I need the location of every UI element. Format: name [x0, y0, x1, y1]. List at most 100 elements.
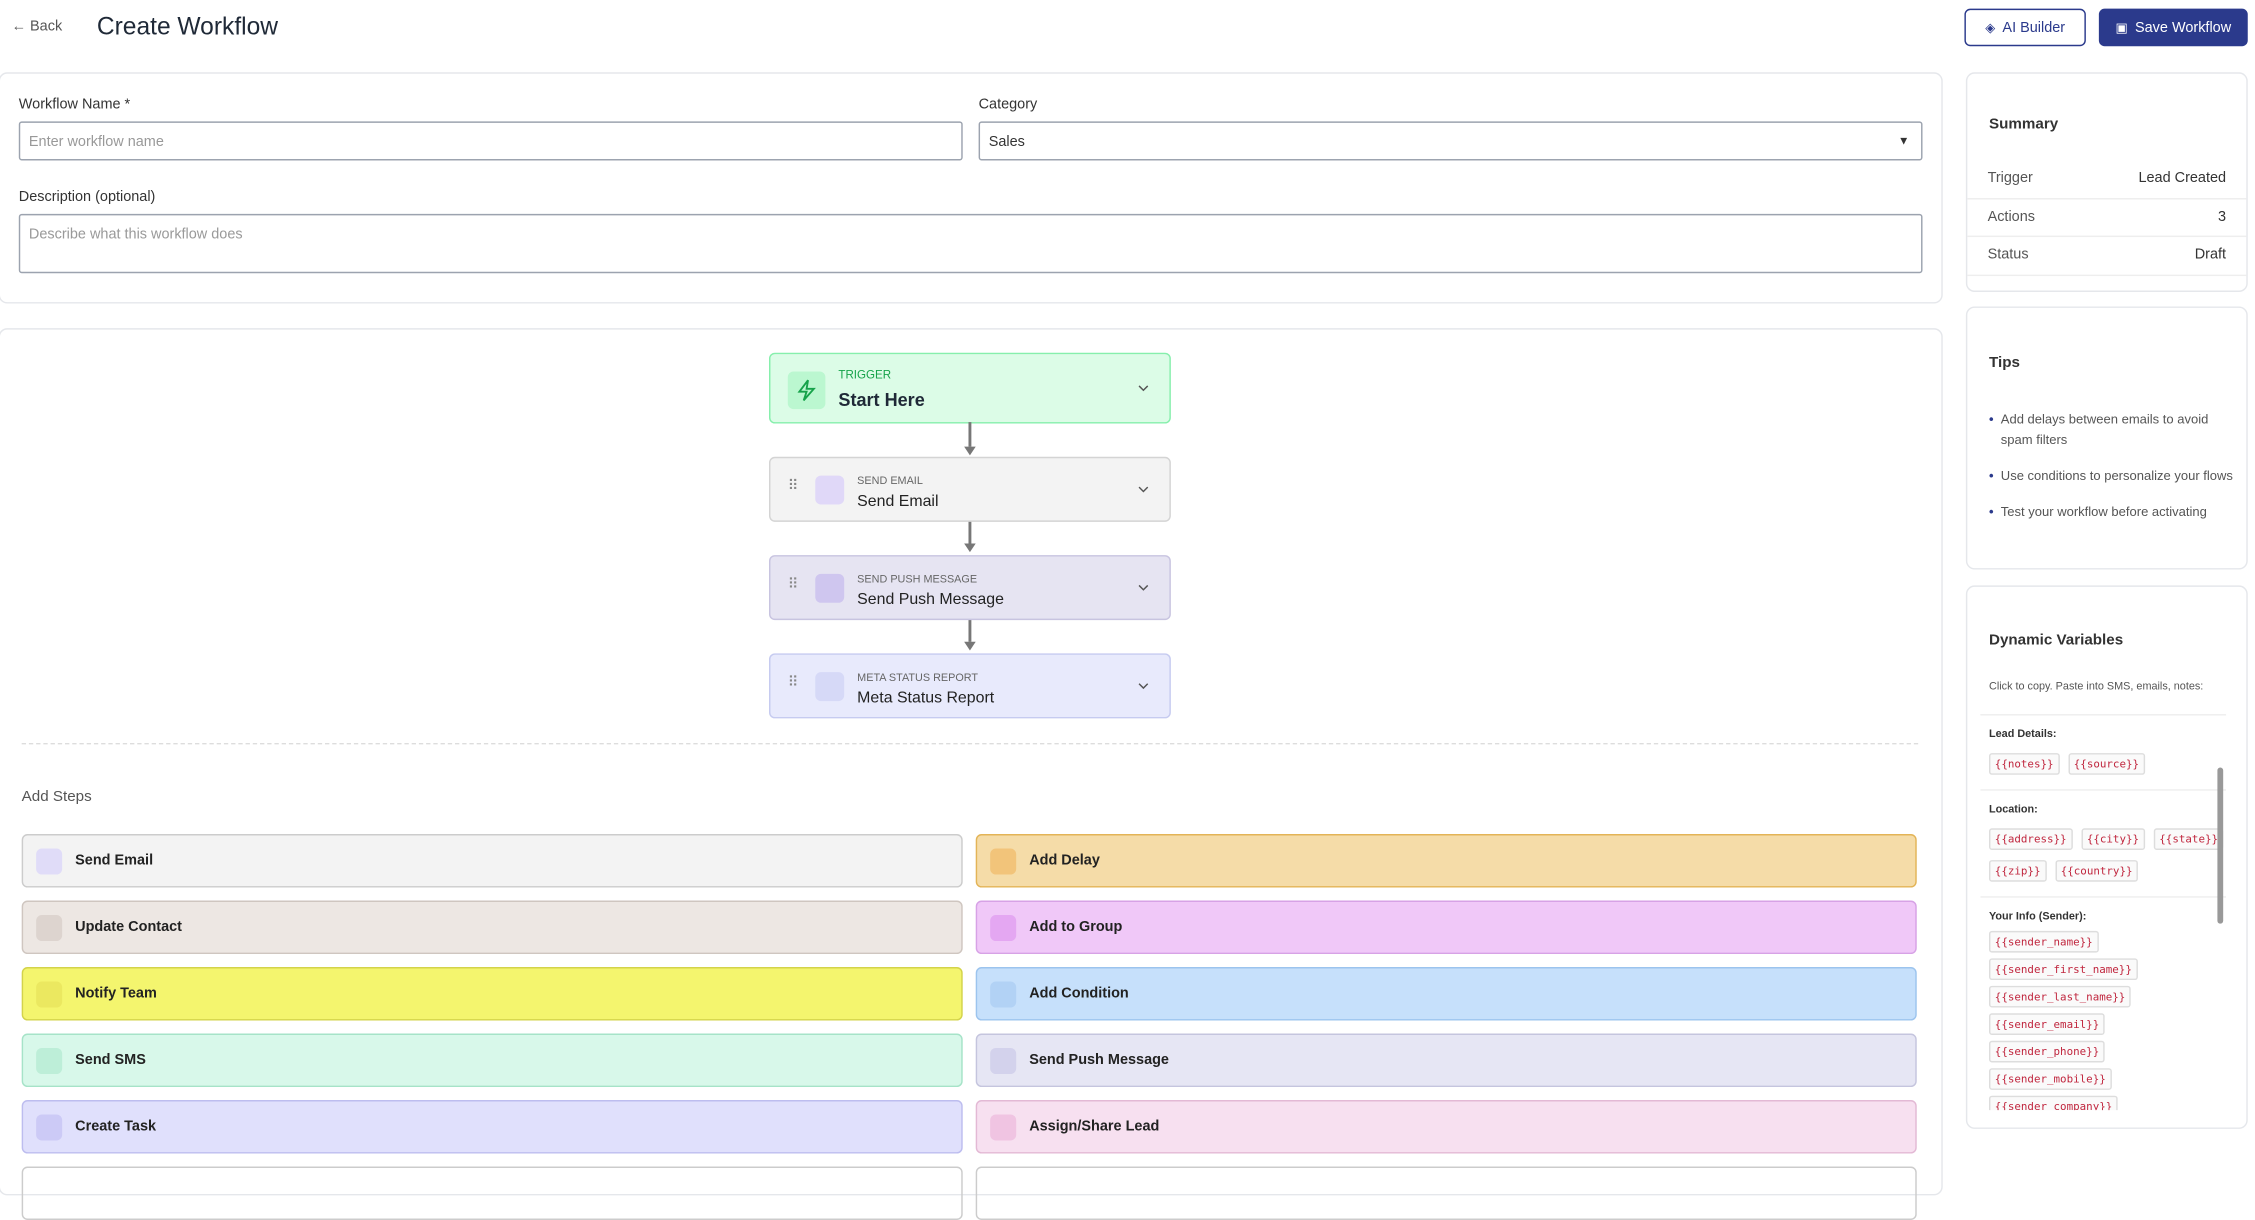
- step-icon: [990, 1113, 1017, 1140]
- step-icon: [815, 475, 845, 505]
- tip-text: Add delays between emails to avoid spam …: [2000, 411, 2209, 447]
- step-icon: [990, 914, 1017, 941]
- step-kicker: SEND PUSH MESSAGE: [857, 572, 978, 586]
- step-icon: [36, 1047, 63, 1074]
- step-node[interactable]: ⠿ SEND EMAIL Send Email: [769, 456, 1171, 522]
- field-label: Description (optional): [18, 189, 156, 206]
- step-icon: [990, 1047, 1017, 1074]
- drag-handle: ⠿: [787, 478, 799, 495]
- add-step-button[interactable]: Send Email: [21, 834, 963, 888]
- connector: [968, 422, 971, 447]
- variable-chip[interactable]: {{sender_company}}: [1989, 1095, 2119, 1111]
- add-step-button[interactable]: [21, 1166, 963, 1220]
- summary-key: Trigger: [1987, 170, 2033, 187]
- chip-list: {{address}} {{city}} {{state}} {{zip}} {{cou…: [1980, 824, 2226, 888]
- add-step-label: Send Email: [75, 852, 154, 869]
- step-kicker: META STATUS REPORT: [857, 670, 979, 684]
- trigger-title: Start Here: [838, 390, 925, 411]
- summary-card: Summary Trigger Lead Created Actions 3 Statu…: [1965, 72, 2248, 292]
- add-step-label: Add Condition: [1029, 985, 1129, 1002]
- step-icon: [36, 847, 63, 874]
- connector: [968, 520, 971, 544]
- step-title: Meta Status Report: [857, 689, 995, 707]
- summary-value: 3: [2218, 209, 2227, 226]
- step-title: Send Email: [857, 492, 939, 511]
- group-label: Location:: [1989, 802, 2038, 816]
- summary-row: Trigger Lead Created: [1967, 160, 2247, 199]
- summary-key: Actions: [1987, 209, 2035, 226]
- chip-list: {{sender_name}} {{sender_first_name}} {{se…: [1980, 930, 2226, 1111]
- add-step-label: Add to Group: [1029, 919, 1123, 936]
- drag-handle: ⠿: [787, 576, 799, 593]
- variable-chip[interactable]: {{sender_mobile}}: [1989, 1068, 2112, 1090]
- step-icon: [990, 980, 1017, 1007]
- scrollbar-thumb[interactable]: [2217, 767, 2224, 924]
- variable-chip[interactable]: {{sender_email}}: [1989, 1013, 2106, 1035]
- variable-chip[interactable]: {{source}}: [2067, 753, 2145, 775]
- add-step-button[interactable]: Send SMS: [21, 1033, 963, 1088]
- trigger-node[interactable]: TRIGGER Start Here: [769, 352, 1171, 424]
- add-step-button[interactable]: Add Condition: [975, 967, 1917, 1021]
- form-card: Workflow Name * Enter workflow name Cate…: [0, 72, 1943, 304]
- group-label: Your Info (Sender):: [1989, 909, 2087, 923]
- variable-chip[interactable]: {{country}}: [2054, 860, 2139, 882]
- save-button[interactable]: ▣ Save Workflow: [2098, 8, 2248, 47]
- tip-text: Test your workflow before activating: [2000, 504, 2207, 519]
- add-step-label: Create Task: [75, 1118, 157, 1135]
- add-step-button[interactable]: Send Push Message: [975, 1033, 1917, 1088]
- connector-arrow: [964, 446, 976, 456]
- summary-value: Lead Created: [2138, 170, 2227, 187]
- add-step-label: Notify Team: [75, 985, 157, 1002]
- tip: • Add delays between emails to avoid spam…: [1989, 409, 2235, 449]
- step-node[interactable]: ⠿ SEND PUSH MESSAGE Send Push Message: [769, 555, 1171, 621]
- add-step-button[interactable]: Add to Group: [975, 900, 1917, 955]
- bullet: •: [1989, 504, 1994, 519]
- add-step-button[interactable]: Add Delay: [975, 834, 1917, 888]
- step-node[interactable]: ⠿ META STATUS REPORT Meta Status Report: [769, 653, 1171, 719]
- ai-builder-button[interactable]: ◈ AI Builder: [1964, 8, 2086, 47]
- chevron: [1138, 486, 1149, 493]
- hint: Click to copy. Paste into SMS, emails, n…: [1989, 679, 2204, 693]
- back-label: Back: [30, 18, 63, 35]
- variable-chip[interactable]: {{city}}: [2081, 828, 2145, 850]
- add-step-button[interactable]: Notify Team: [21, 967, 963, 1021]
- variable-chip[interactable]: {{notes}}: [1989, 753, 2060, 775]
- step-icon: [36, 914, 63, 941]
- field-label: Workflow Name *: [18, 96, 131, 113]
- placeholder: Enter workflow name: [28, 134, 164, 151]
- step-title: Send Push Message: [857, 591, 1004, 609]
- variable-chip[interactable]: {{sender_last_name}}: [1989, 985, 2132, 1008]
- add-step-button[interactable]: [975, 1166, 1917, 1220]
- add-step-button[interactable]: Create Task: [21, 1100, 963, 1154]
- connector-arrow: [964, 543, 976, 553]
- add-step-label: Send SMS: [75, 1052, 146, 1069]
- variable-chip[interactable]: {{sender_phone}}: [1989, 1040, 2106, 1063]
- trigger-kicker: TRIGGER: [838, 368, 892, 382]
- chevron: [1138, 584, 1149, 591]
- name-input[interactable]: Enter workflow name: [18, 121, 963, 161]
- variable-chip[interactable]: {{state}}: [2153, 828, 2224, 850]
- variable-chip[interactable]: {{address}}: [1989, 828, 2073, 850]
- category-select[interactable]: Sales ▼: [978, 121, 1923, 161]
- tip: • Use conditions to personalize your flow…: [1989, 465, 2235, 485]
- step-icon: [815, 573, 845, 603]
- bullet: •: [1989, 468, 1994, 483]
- variable-group: Your Info (Sender): {{sender_name}} {{send…: [1980, 898, 2226, 1111]
- chevron: [1138, 683, 1149, 690]
- field-label: Category: [978, 96, 1038, 113]
- variable-chip[interactable]: {{sender_name}}: [1989, 930, 2099, 953]
- add-step-button[interactable]: Assign/Share Lead: [975, 1100, 1917, 1154]
- tip: • Test your workflow before activating: [1989, 502, 2235, 522]
- description-textarea[interactable]: Describe what this workflow does: [18, 213, 1923, 274]
- step-kicker: SEND EMAIL: [857, 474, 923, 488]
- variable-chip[interactable]: {{sender_first_name}}: [1989, 958, 2138, 981]
- variable-chip[interactable]: {{zip}}: [1989, 860, 2047, 882]
- step-icon: [990, 847, 1017, 874]
- summary-row: Status Draft: [1967, 237, 2247, 276]
- card-title: Dynamic Variables: [1989, 631, 2124, 650]
- divider: [21, 742, 1919, 745]
- summary-value: Draft: [2194, 247, 2227, 264]
- back-button[interactable]: ← Back: [11, 18, 63, 35]
- add-step-button[interactable]: Update Contact: [21, 900, 963, 955]
- drag-handle: ⠿: [787, 675, 799, 691]
